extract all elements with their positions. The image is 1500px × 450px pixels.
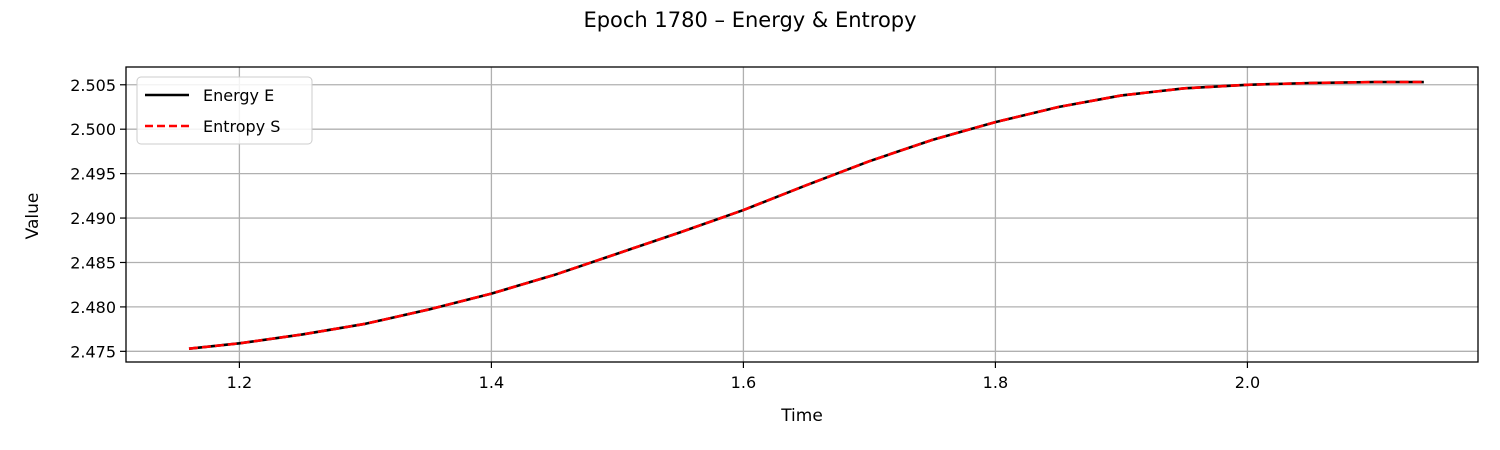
legend-label-entropy: Entropy S	[203, 117, 280, 136]
series-line-entropy	[188, 80, 1424, 350]
x-tick-label: 1.2	[227, 373, 252, 392]
x-axis-title: Time	[780, 406, 823, 426]
series-layer	[188, 80, 1424, 350]
x-tick-label: 1.8	[983, 373, 1008, 392]
y-tick-label: 2.500	[70, 120, 116, 139]
y-axis-title: Value	[23, 193, 43, 240]
y-tick-label: 2.495	[70, 165, 116, 184]
y-tick-label: 2.490	[70, 209, 116, 228]
x-tick-label: 1.6	[731, 373, 756, 392]
chart-title: Epoch 1780 – Energy & Entropy	[583, 8, 916, 32]
plot-frame	[125, 66, 1479, 363]
axis-ticks: 1.2 1.4 1.6 1.8 2.0 2.475 2.480 2.485 2.490 2.495…	[70, 76, 1260, 392]
legend-label-energy: Energy E	[203, 86, 274, 105]
legend: Energy E Entropy S	[136, 76, 313, 145]
y-tick-label: 2.505	[70, 76, 116, 95]
y-tick-label: 2.480	[70, 298, 116, 317]
series-line-energy	[188, 80, 1424, 350]
y-tick-label: 2.485	[70, 253, 116, 272]
x-tick-label: 1.4	[479, 373, 504, 392]
x-tick-label: 2.0	[1235, 373, 1260, 392]
y-tick-label: 2.475	[70, 342, 116, 361]
grid	[126, 67, 1478, 362]
